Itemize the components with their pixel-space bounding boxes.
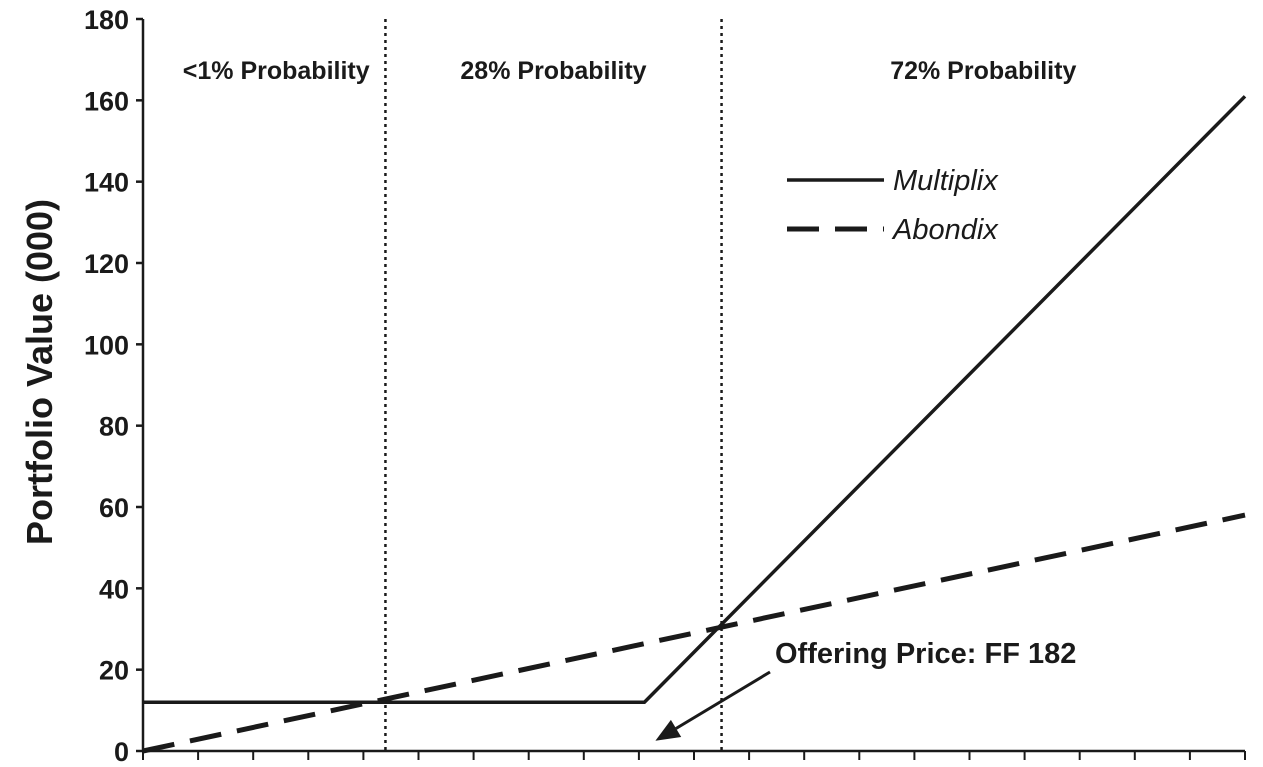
region-label-1: <1% Probability bbox=[183, 57, 370, 85]
annotation-text: Offering Price: FF 182 bbox=[775, 638, 1076, 670]
y-tick-label-160: 160 bbox=[84, 86, 129, 116]
axes: 0 20 40 60 80 100 120 140 160 180 bbox=[84, 5, 1246, 767]
y-tick-label-80: 80 bbox=[99, 412, 129, 442]
legend-label-multiplix: Multiplix bbox=[893, 165, 999, 197]
region-labels: <1% Probability 28% Probability 72% Probab… bbox=[183, 57, 1077, 85]
region-boundaries bbox=[384, 19, 723, 751]
series-lines bbox=[142, 95, 1247, 754]
y-tick-label-120: 120 bbox=[84, 249, 129, 279]
y-tick-label-140: 140 bbox=[84, 168, 129, 198]
y-axis-title: Portfolio Value (000) bbox=[19, 199, 60, 545]
y-tick-label-180: 180 bbox=[84, 5, 129, 35]
y-tick-label-60: 60 bbox=[99, 493, 129, 523]
legend-label-abondix: Abondix bbox=[891, 214, 999, 246]
annotation-arrow-shaft bbox=[675, 670, 771, 730]
y-tick-label-100: 100 bbox=[84, 330, 129, 360]
series-line-multiplix bbox=[143, 95, 1247, 704]
y-tick-label-20: 20 bbox=[99, 656, 129, 686]
series-line-abondix bbox=[142, 512, 1246, 754]
annotation-arrow-head bbox=[655, 719, 682, 741]
y-tick-label-40: 40 bbox=[99, 574, 129, 604]
legend: Multiplix Abondix bbox=[787, 165, 999, 246]
region-label-2: 28% Probability bbox=[460, 57, 646, 85]
annotation: Offering Price: FF 182 bbox=[655, 638, 1076, 741]
region-label-3: 72% Probability bbox=[890, 57, 1076, 85]
y-tick-label-0: 0 bbox=[114, 737, 129, 767]
y-axis-title-group: Portfolio Value (000) bbox=[19, 199, 60, 545]
